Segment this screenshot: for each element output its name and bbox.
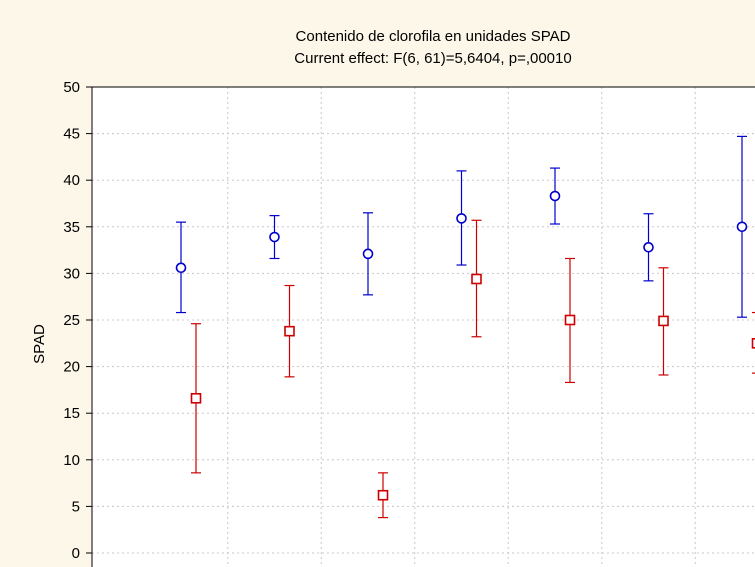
data-point bbox=[549, 190, 561, 202]
y-tick-label: 5 bbox=[72, 498, 80, 515]
data-point bbox=[175, 262, 187, 274]
data-point bbox=[456, 213, 467, 224]
y-axis-label: SPAD bbox=[31, 324, 48, 364]
gridlines bbox=[92, 86, 755, 567]
data-marks bbox=[175, 135, 755, 519]
series-1 bbox=[175, 135, 748, 318]
y-tick-label: 25 bbox=[63, 312, 80, 329]
series-2 bbox=[190, 219, 755, 519]
data-point bbox=[284, 325, 295, 337]
data-point bbox=[362, 248, 374, 260]
data-point bbox=[190, 392, 202, 404]
data-point bbox=[564, 314, 576, 326]
data-point bbox=[751, 337, 755, 349]
y-tick-label: 40 bbox=[63, 172, 80, 189]
data-point bbox=[736, 221, 748, 233]
y-axis-ticks: 0 5 10 15 20 25 30 35 40 45 50 bbox=[63, 79, 92, 562]
y-tick-label: 10 bbox=[63, 452, 80, 469]
data-point bbox=[471, 273, 482, 285]
y-tick-label: 15 bbox=[63, 405, 80, 422]
y-tick-label: 0 bbox=[72, 545, 80, 562]
data-point bbox=[658, 315, 669, 327]
chart-subtitle: Current effect: F(6, 61)=5,6404, p=,0001… bbox=[294, 50, 571, 67]
data-point bbox=[377, 489, 389, 501]
y-tick-label: 45 bbox=[63, 126, 80, 143]
chart-title: Contenido de clorofila en unidades SPAD bbox=[296, 28, 571, 45]
y-tick-label: 50 bbox=[63, 79, 80, 96]
data-point bbox=[643, 242, 654, 253]
y-tick-label: 35 bbox=[63, 219, 80, 236]
plot-area bbox=[92, 87, 755, 567]
data-point bbox=[269, 231, 280, 243]
y-tick-label: 20 bbox=[63, 359, 80, 376]
y-tick-label: 30 bbox=[63, 265, 80, 282]
